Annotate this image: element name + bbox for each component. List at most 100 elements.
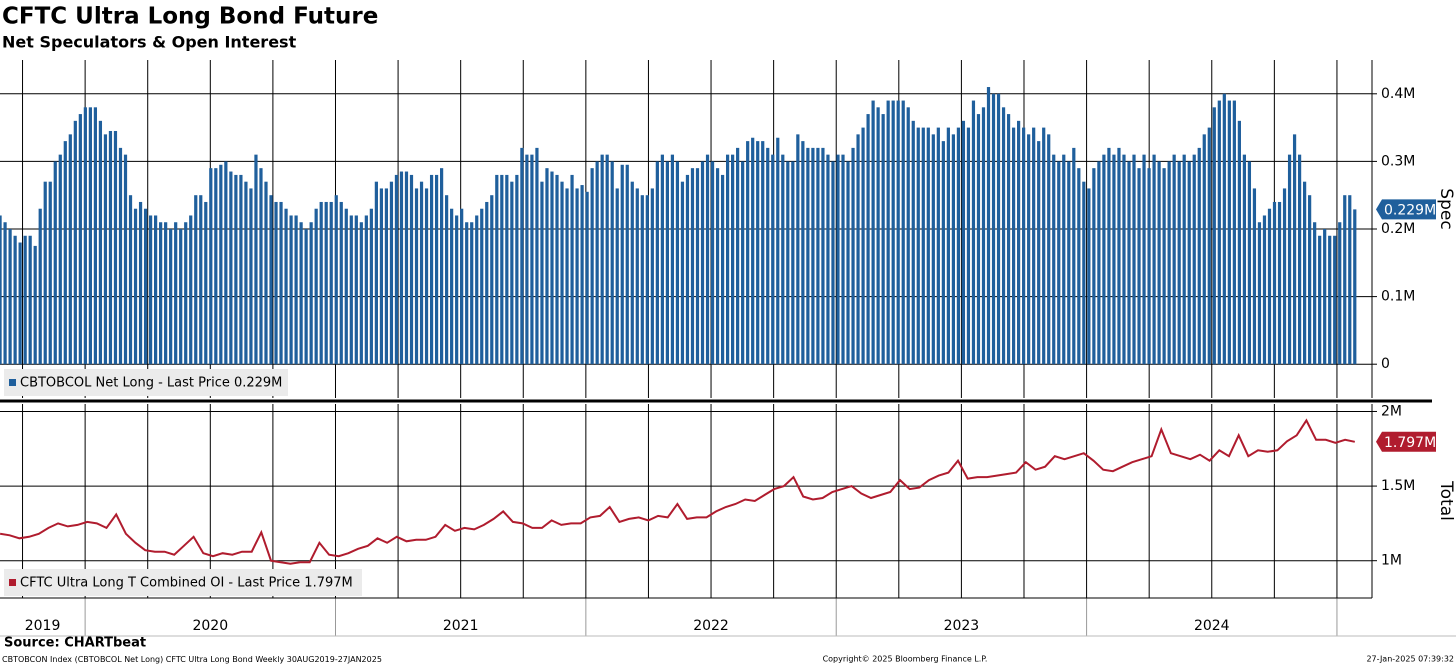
bar — [1338, 222, 1342, 365]
bar — [1267, 208, 1272, 365]
bar — [1067, 161, 1071, 365]
bar — [1122, 154, 1126, 365]
bar — [1182, 154, 1186, 365]
bar — [128, 195, 133, 365]
bar — [575, 188, 579, 365]
legend-swatch — [9, 379, 16, 386]
bar — [685, 174, 690, 365]
bar — [475, 215, 479, 365]
bar — [515, 174, 519, 365]
bar — [123, 154, 128, 365]
footer-period: 30AUG2019-27JAN2025 — [287, 655, 382, 664]
line — [0, 418, 1356, 565]
bar — [1087, 188, 1091, 365]
bar — [424, 188, 429, 365]
bar — [655, 161, 659, 365]
bar — [841, 154, 845, 365]
x-year-label: 2021 — [443, 618, 479, 634]
bar — [831, 161, 835, 365]
bar — [856, 134, 860, 365]
bar — [68, 134, 72, 365]
bar — [1127, 161, 1131, 365]
bar — [896, 100, 900, 365]
last-price-label: 0.229M — [1384, 202, 1436, 218]
bar — [1222, 93, 1226, 365]
legend-label: CBTOBCOL Net Long - Last Price 0.229M — [20, 376, 282, 391]
bar — [143, 208, 148, 365]
bar — [1192, 154, 1196, 365]
bar — [846, 161, 850, 365]
bar — [470, 222, 474, 365]
bar — [836, 154, 840, 365]
bar — [861, 127, 865, 365]
bar — [234, 174, 238, 365]
bar — [83, 107, 87, 365]
bar — [510, 181, 514, 365]
bar — [189, 215, 193, 365]
legend: CFTC Ultra Long T Combined OI - Last Pri… — [4, 569, 362, 596]
bar — [731, 154, 735, 365]
y-tick-label: 1.5M — [1381, 478, 1415, 494]
bar — [229, 171, 233, 365]
bar — [500, 174, 504, 365]
bar — [585, 191, 589, 365]
bar — [1152, 154, 1156, 365]
bar — [866, 114, 870, 365]
bar — [715, 168, 720, 365]
footer-index: CBTOBCON Index (CBTOBCOL Net Long) CFTC … — [2, 655, 382, 664]
bar — [1027, 134, 1031, 365]
bar — [891, 100, 895, 365]
bar — [1042, 127, 1046, 365]
y-tick-label: 0 — [1381, 356, 1390, 372]
bar — [429, 174, 434, 365]
bar — [921, 127, 925, 365]
bar — [550, 171, 554, 365]
bar — [1227, 100, 1231, 365]
y-axis-label: Total — [1436, 480, 1456, 521]
bar — [981, 107, 986, 365]
bar — [1167, 161, 1171, 365]
bar — [525, 154, 529, 365]
bar — [615, 188, 619, 365]
bar — [635, 188, 639, 365]
bar — [450, 208, 454, 365]
bar — [1297, 154, 1302, 365]
bar — [314, 208, 318, 365]
bar — [359, 222, 363, 365]
bar — [881, 114, 885, 365]
bar — [961, 120, 966, 365]
bar — [88, 107, 92, 365]
bar — [118, 147, 123, 365]
bar — [138, 201, 143, 365]
bar — [665, 161, 669, 365]
bar — [570, 174, 574, 365]
y-tick-label: 0.3M — [1381, 153, 1415, 169]
bar — [369, 208, 373, 365]
y-tick-label: 0.4M — [1381, 86, 1415, 102]
bar — [991, 93, 996, 365]
bar — [404, 171, 409, 365]
bar — [791, 161, 795, 365]
bar — [259, 168, 263, 365]
bar — [670, 154, 675, 365]
bar — [700, 161, 705, 365]
bar — [535, 147, 539, 365]
bar — [224, 161, 228, 365]
bar — [781, 154, 785, 365]
bar — [746, 141, 750, 365]
bar — [43, 181, 47, 365]
bar — [756, 141, 760, 365]
bar — [18, 242, 22, 365]
bar — [1242, 154, 1247, 365]
x-year-label: 2020 — [192, 618, 228, 634]
bar — [63, 141, 67, 365]
bar — [1318, 235, 1322, 365]
bar — [13, 235, 17, 365]
bar — [640, 195, 644, 365]
bar — [164, 222, 168, 365]
bar — [675, 161, 680, 365]
bar — [254, 154, 258, 365]
bar — [1011, 127, 1016, 365]
bar — [349, 215, 353, 365]
bar — [159, 222, 163, 365]
